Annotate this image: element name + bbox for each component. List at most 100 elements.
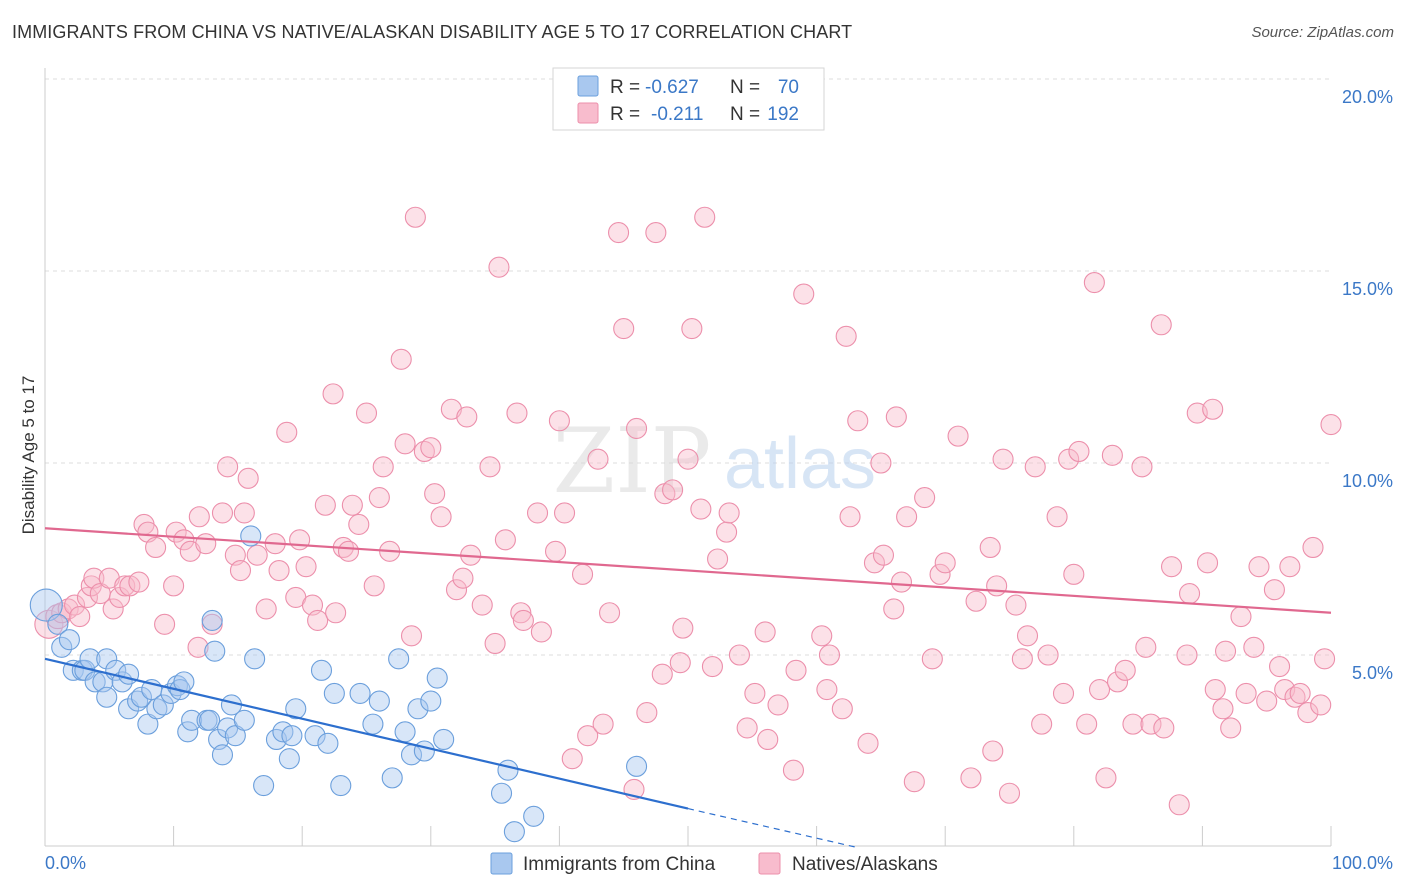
natives-data-point — [1279, 556, 1301, 578]
china-data-point — [58, 629, 80, 651]
natives-data-point — [372, 456, 394, 478]
natives-data-point — [1302, 536, 1324, 559]
natives-data-point — [1243, 636, 1265, 658]
y-axis-label: Disability Age 5 to 17 — [19, 376, 38, 535]
china-data-point — [181, 709, 203, 731]
natives-data-point — [1176, 644, 1198, 666]
natives-data-point — [577, 725, 599, 747]
natives-data-point — [857, 732, 879, 754]
bottom-legend-swatch-china — [490, 852, 513, 875]
china-data-point — [413, 740, 435, 762]
china-data-point — [233, 709, 255, 731]
natives-data-point — [289, 529, 311, 551]
natives-data-point — [211, 502, 234, 524]
natives-data-point — [1068, 440, 1090, 463]
china-data-point — [204, 640, 226, 662]
natives-data-point — [548, 410, 570, 432]
natives-data-point — [1114, 659, 1136, 681]
natives-data-point — [268, 559, 290, 582]
natives-data-point — [863, 552, 886, 574]
china-data-point — [96, 648, 118, 670]
natives-data-point — [1212, 698, 1234, 720]
natives-data-point — [1122, 713, 1144, 735]
natives-data-point — [785, 659, 807, 681]
natives-data-point — [921, 648, 943, 670]
natives-data-point — [1135, 636, 1157, 658]
natives-data-point — [1248, 556, 1270, 578]
natives-data-point — [452, 567, 474, 589]
natives-data-point — [716, 521, 738, 543]
natives-data-point — [896, 506, 918, 528]
natives-data-point — [651, 663, 673, 685]
natives-data-point — [173, 529, 195, 551]
china-data-point — [426, 667, 448, 689]
bottom-legend-label-china: Immigrants from China — [523, 854, 716, 875]
china-data-point — [490, 782, 513, 804]
natives-data-point — [754, 621, 776, 643]
legend-n-label-natives: N = — [730, 104, 760, 125]
natives-data-point — [145, 536, 167, 559]
natives-data-point — [163, 575, 185, 597]
natives-data-point — [512, 609, 534, 631]
natives-data-point — [445, 579, 468, 601]
china-data-point — [199, 709, 221, 731]
legend-n-value-natives: 192 — [767, 104, 799, 125]
chart-source: Source: ZipAtlas.com — [1251, 24, 1394, 41]
china-data-point — [433, 728, 455, 751]
natives-data-point — [471, 594, 493, 616]
natives-data-point — [1052, 682, 1075, 704]
natives-data-point — [883, 598, 905, 620]
natives-data-point — [255, 598, 277, 620]
natives-data-point — [982, 740, 1004, 762]
natives-data-point — [363, 575, 385, 597]
bottom-legend-label-natives: Natives/Alaskans — [792, 854, 938, 875]
natives-data-point — [188, 506, 210, 528]
natives-data-point — [233, 502, 255, 524]
natives-data-point — [587, 448, 609, 470]
watermark-zip: ZIP — [553, 409, 712, 514]
natives-data-point — [1256, 690, 1278, 712]
natives-data-point — [885, 406, 907, 428]
legend-swatch-china — [577, 75, 599, 97]
natives-data-point — [1202, 398, 1224, 420]
series-immigrants-from-china — [29, 525, 648, 843]
china-data-point — [51, 636, 73, 658]
china-data-point — [127, 690, 149, 712]
natives-data-point — [530, 621, 552, 643]
natives-data-point — [947, 425, 969, 447]
natives-data-point — [341, 494, 363, 516]
natives-data-point — [608, 222, 630, 244]
china-data-point — [407, 698, 429, 720]
natives-data-point — [767, 694, 789, 716]
china-data-point — [146, 698, 168, 720]
natives-data-point — [1289, 682, 1311, 704]
watermark-atlas: atlas — [724, 424, 876, 504]
china-data-point — [368, 690, 390, 712]
china-data-point — [29, 588, 63, 622]
china-data-point — [278, 748, 300, 770]
natives-data-point — [728, 644, 750, 666]
natives-data-point — [337, 540, 360, 562]
legend: R = -0.627 N = 70 R = -0.211 N = 192 — [552, 67, 825, 131]
natives-data-point — [672, 617, 694, 639]
natives-data-point — [839, 506, 861, 528]
natives-data-point — [1320, 414, 1342, 436]
natives-data-point — [914, 487, 936, 509]
natives-data-point — [835, 325, 857, 347]
china-trend-extension — [687, 808, 856, 848]
natives-data-point — [736, 717, 758, 739]
natives-data-point — [400, 625, 423, 647]
natives-data-point — [1131, 456, 1153, 478]
bottom-legend-swatch-natives — [758, 852, 781, 875]
china-data-point — [304, 725, 326, 747]
natives-data-point — [314, 494, 336, 516]
china-data-point — [323, 682, 345, 704]
china-data-point — [310, 659, 333, 681]
series-natives-alaskans — [34, 206, 1342, 816]
natives-data-point — [960, 767, 982, 789]
natives-data-point — [561, 748, 583, 770]
natives-data-point — [757, 728, 779, 751]
natives-data-point — [690, 498, 712, 520]
legend-n-value-china: 70 — [778, 77, 799, 98]
legend-r-label-china: R = — [610, 77, 640, 98]
